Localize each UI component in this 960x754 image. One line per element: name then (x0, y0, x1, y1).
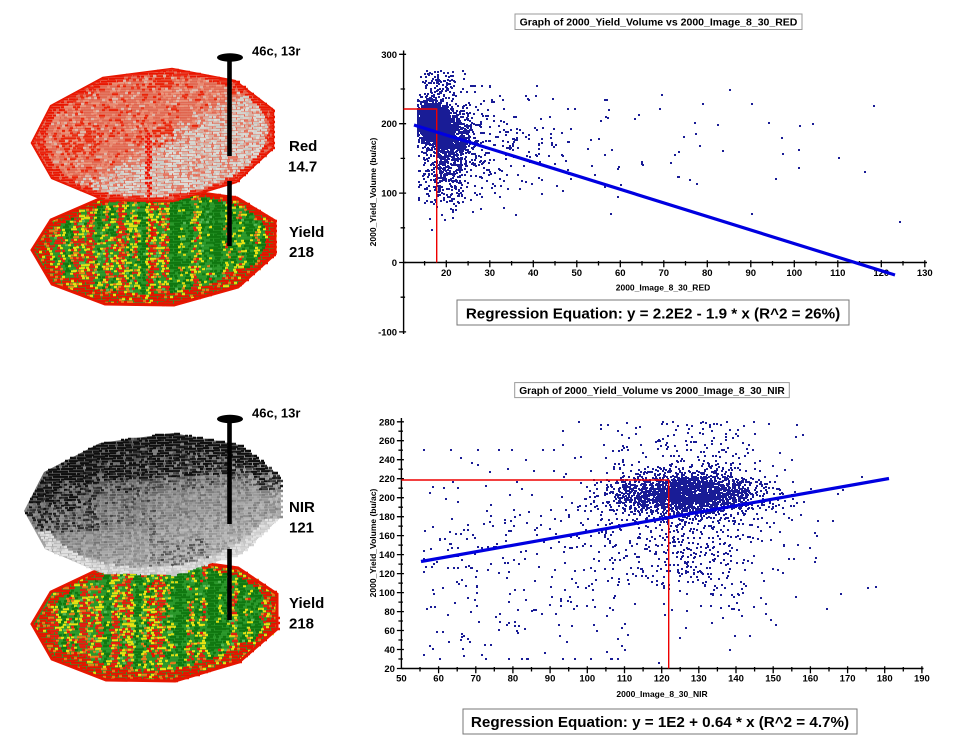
svg-text:140: 140 (379, 550, 395, 561)
svg-text:70: 70 (659, 268, 670, 279)
svg-text:60: 60 (433, 674, 444, 685)
svg-text:100: 100 (381, 189, 397, 200)
svg-text:150: 150 (765, 674, 781, 685)
svg-text:20: 20 (441, 268, 452, 279)
svg-text:Graph of 2000_Yield_Volume vs: Graph of 2000_Yield_Volume vs 2000_Image… (520, 17, 798, 29)
svg-text:40: 40 (528, 268, 539, 279)
svg-text:140: 140 (728, 674, 744, 685)
svg-text:80: 80 (384, 607, 395, 618)
svg-text:90: 90 (746, 268, 757, 279)
svg-text:30: 30 (485, 268, 496, 279)
svg-text:70: 70 (471, 674, 482, 685)
svg-text:110: 110 (617, 674, 632, 685)
svg-text:218: 218 (289, 244, 314, 261)
svg-text:80: 80 (702, 268, 713, 279)
svg-text:46c, 13r: 46c, 13r (252, 44, 300, 59)
svg-text:160: 160 (379, 531, 395, 542)
svg-text:40: 40 (384, 645, 395, 656)
svg-text:180: 180 (877, 674, 893, 685)
svg-text:120: 120 (379, 569, 395, 580)
svg-text:170: 170 (840, 674, 856, 685)
svg-text:160: 160 (802, 674, 818, 685)
svg-text:100: 100 (579, 674, 595, 685)
svg-text:NIR: NIR (289, 499, 315, 516)
svg-text:180: 180 (379, 512, 395, 523)
svg-text:20: 20 (384, 664, 395, 675)
svg-text:110: 110 (830, 268, 845, 279)
svg-text:60: 60 (615, 268, 626, 279)
svg-text:240: 240 (379, 455, 395, 466)
svg-text:Graph of 2000_Yield_Volume vs: Graph of 2000_Yield_Volume vs 2000_Image… (519, 386, 785, 397)
svg-text:260: 260 (379, 436, 395, 447)
svg-text:120: 120 (873, 268, 889, 279)
svg-text:2000_Image_8_30_RED: 2000_Image_8_30_RED (616, 283, 711, 293)
svg-text:100: 100 (786, 268, 802, 279)
svg-text:-100: -100 (378, 327, 397, 338)
svg-text:2000_Image_8_30_NIR: 2000_Image_8_30_NIR (616, 689, 707, 699)
svg-text:80: 80 (508, 674, 519, 685)
svg-text:Yield: Yield (289, 595, 324, 612)
svg-text:200: 200 (379, 493, 395, 504)
svg-text:2000_Yield_Volume (bu/ac): 2000_Yield_Volume (bu/ac) (368, 489, 378, 598)
svg-text:130: 130 (917, 268, 933, 279)
svg-text:14.7: 14.7 (288, 159, 317, 176)
svg-text:50: 50 (396, 674, 407, 685)
svg-text:Regression Equation: y = 1E2 +: Regression Equation: y = 1E2 + 0.64 * x … (471, 714, 849, 731)
svg-text:50: 50 (572, 268, 583, 279)
svg-text:100: 100 (379, 588, 395, 599)
svg-text:Yield: Yield (289, 224, 324, 241)
svg-text:Regression Equation: y = 2.2E2: Regression Equation: y = 2.2E2 - 1.9 * x… (466, 306, 840, 323)
svg-text:121: 121 (289, 520, 314, 537)
svg-text:130: 130 (691, 674, 707, 685)
svg-text:280: 280 (379, 417, 395, 428)
svg-text:300: 300 (381, 50, 397, 61)
svg-text:120: 120 (654, 674, 670, 685)
svg-text:220: 220 (379, 474, 395, 485)
svg-text:190: 190 (914, 674, 930, 685)
svg-text:90: 90 (545, 674, 556, 685)
svg-text:60: 60 (384, 626, 395, 637)
svg-text:200: 200 (381, 119, 397, 130)
svg-text:Red: Red (289, 138, 317, 155)
svg-text:0: 0 (392, 258, 397, 269)
svg-text:2000_Yield_Volume (bu/ac): 2000_Yield_Volume (bu/ac) (368, 138, 378, 247)
svg-text:46c, 13r: 46c, 13r (252, 406, 300, 421)
svg-text:218: 218 (289, 616, 314, 633)
